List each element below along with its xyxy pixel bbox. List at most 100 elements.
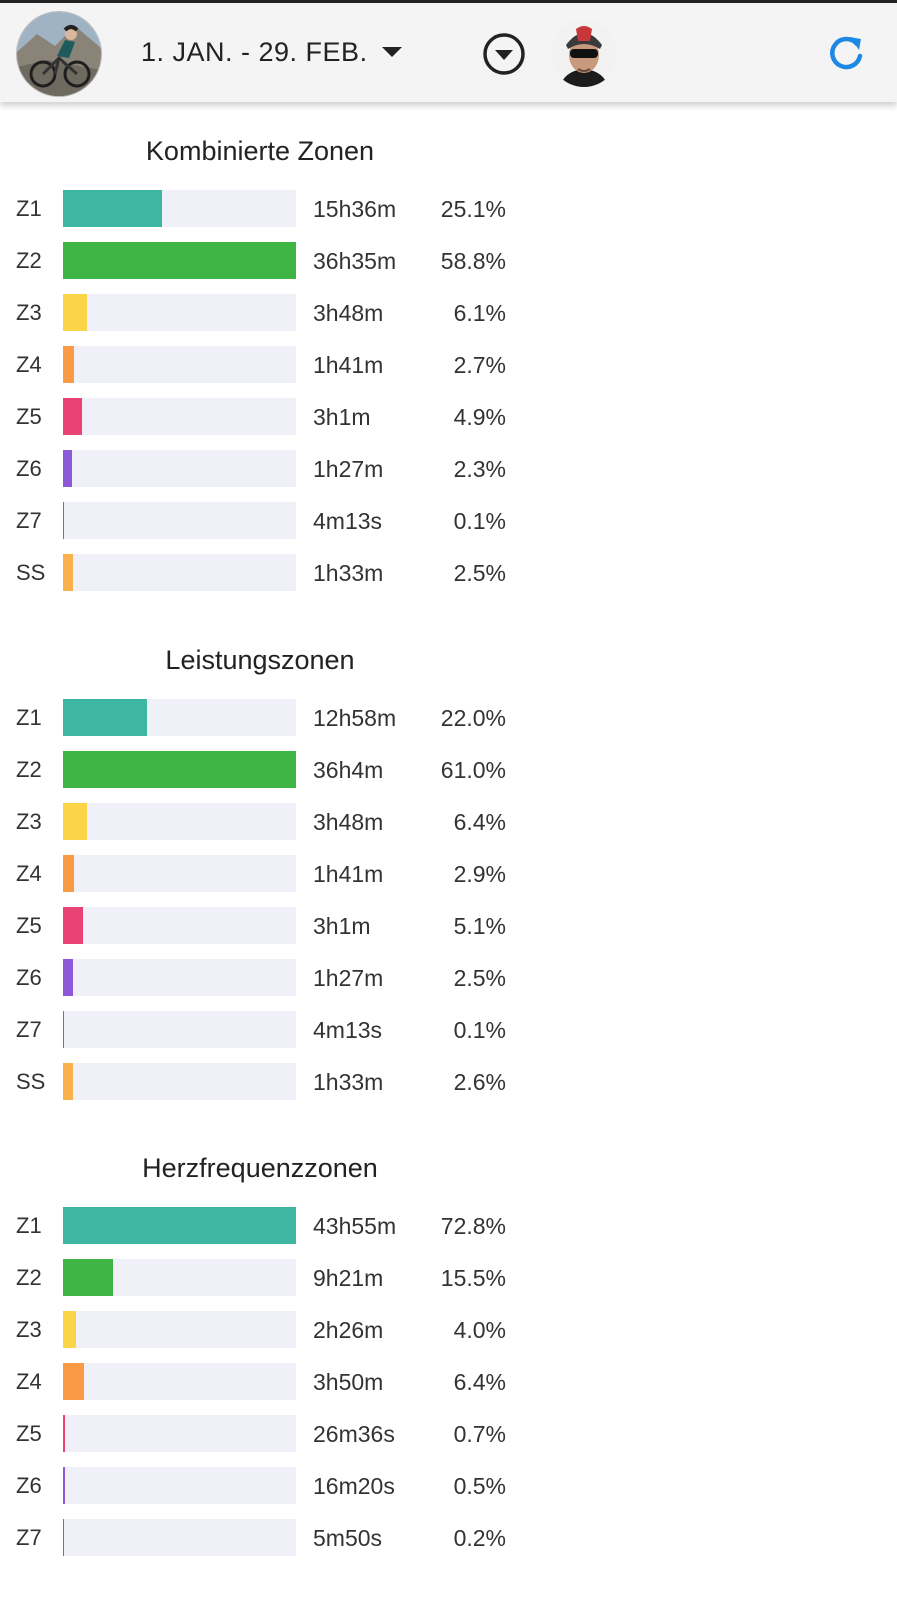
zone-percent: 4.0% [453,1317,506,1343]
zone-time: 3h1m [313,913,371,939]
zone-percent: 25.1% [440,196,506,222]
zone-bar-fill [63,1011,64,1048]
zone-row: SS 1h33m 2.6% [0,1063,520,1101]
zone-bar-track [63,1415,296,1452]
zone-bar-fill [63,1063,73,1100]
zone-bar-fill [63,398,82,435]
zone-label: Z7 [16,508,42,533]
zone-bar-fill [63,1415,65,1452]
zone-time: 26m36s [313,1421,395,1447]
zone-time: 1h41m [313,352,384,378]
zone-bar-track [63,907,296,944]
caret-down-icon [381,47,402,57]
zone-percent: 0.2% [453,1525,506,1551]
zone-label: Z7 [16,1525,42,1550]
zone-label: Z5 [16,404,42,429]
zone-bar-track [63,855,296,892]
zone-percent: 0.7% [453,1421,506,1447]
zone-row: Z5 3h1m 5.1% [0,907,520,945]
zone-row: Z3 3h48m 6.4% [0,803,520,841]
zone-percent: 2.5% [453,965,506,991]
zone-label: Z5 [16,1421,42,1446]
zone-bar-track [63,242,296,279]
zone-row: Z2 36h4m 61.0% [0,751,520,789]
zone-label: Z4 [16,352,42,377]
zone-label: Z6 [16,1473,42,1498]
zone-row: Z7 4m13s 0.1% [0,502,520,540]
zone-row: Z3 3h48m 6.1% [0,294,520,332]
zone-label: SS [16,560,46,585]
section-title: Kombinierte Zonen [145,136,375,166]
zone-label: SS [16,1069,46,1094]
zone-bar-track [63,1311,296,1348]
zone-bar-track [63,1519,296,1556]
zone-percent: 58.8% [440,248,506,274]
zone-row: Z3 2h26m 4.0% [0,1311,520,1349]
zone-bar-fill [63,450,72,487]
zone-percent: 2.7% [453,352,506,378]
zone-row: Z4 3h50m 6.4% [0,1363,520,1401]
zone-label: Z1 [16,196,42,221]
zone-label: Z4 [16,861,42,886]
zone-label: Z1 [16,1213,42,1238]
zone-bar-fill [63,242,296,279]
cyclist-photo-icon [17,12,101,96]
zone-percent: 6.4% [453,1369,506,1395]
zone-label: Z7 [16,1017,42,1042]
zone-label: Z2 [16,1265,42,1290]
zone-row: Z6 1h27m 2.3% [0,450,520,488]
zone-bar-track [63,450,296,487]
zone-bar-fill [63,1467,65,1504]
zone-percent: 15.5% [440,1265,506,1291]
zone-percent: 0.5% [453,1473,506,1499]
zone-time: 36h35m [313,248,397,274]
zone-bar-fill [63,1519,64,1556]
zone-row: Z5 3h1m 4.9% [0,398,520,436]
zone-bar-track [63,1259,296,1296]
zone-bar-track [63,1063,296,1100]
zone-row: Z6 16m20s 0.5% [0,1467,520,1505]
zone-time: 15h36m [313,196,397,222]
filter-button[interactable] [482,32,526,76]
zone-percent: 2.3% [453,456,506,482]
zone-bar-fill [63,1259,113,1296]
zone-percent: 2.6% [453,1069,506,1095]
zone-bar-fill [63,803,87,840]
section-title: Leistungszonen [165,645,355,675]
zone-row: Z4 1h41m 2.7% [0,346,520,384]
user-avatar[interactable] [550,19,618,87]
zone-time: 12h58m [313,705,397,731]
zone-label: Z5 [16,913,42,938]
zone-time: 4m13s [313,1017,383,1043]
zone-percent: 22.0% [440,705,506,731]
zone-bar-track [63,959,296,996]
zone-time: 4m13s [313,508,383,534]
zone-label: Z6 [16,456,42,481]
zone-bar-track [63,751,296,788]
zone-bar-fill [63,346,74,383]
zone-bar-track [63,1363,296,1400]
zone-time: 5m50s [313,1525,383,1551]
zone-percent: 0.1% [453,1017,506,1043]
zone-label: Z3 [16,809,42,834]
zone-row: Z2 36h35m 58.8% [0,242,520,280]
zone-time: 2h26m [313,1317,384,1343]
top-app-bar: 1. JAN. - 29. FEB. [0,3,897,102]
athlete-avatar[interactable] [16,11,102,97]
zone-bar-fill [63,294,87,331]
zone-row: Z4 1h41m 2.9% [0,855,520,893]
zone-time: 3h50m [313,1369,384,1395]
zone-percent: 6.1% [453,300,506,326]
zone-row: Z6 1h27m 2.5% [0,959,520,997]
zone-bar-track [63,398,296,435]
zone-time: 1h33m [313,1069,384,1095]
refresh-button[interactable] [826,33,866,73]
zone-bar-fill [63,855,74,892]
zone-bar-track [63,346,296,383]
section-title: Herzfrequenzzonen [142,1153,378,1183]
date-range-selector[interactable]: 1. JAN. - 29. FEB. [141,30,402,74]
status-line [0,0,897,3]
zone-row: Z1 12h58m 22.0% [0,699,520,737]
zone-percent: 2.5% [453,560,506,586]
zone-percent: 6.4% [453,809,506,835]
